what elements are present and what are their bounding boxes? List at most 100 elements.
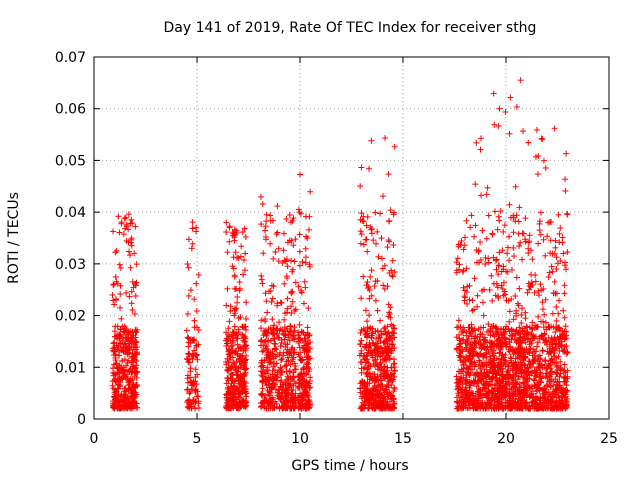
data-point xyxy=(116,382,123,389)
data-point xyxy=(515,230,522,237)
data-point xyxy=(131,364,138,371)
data-point xyxy=(536,227,543,234)
data-point xyxy=(223,391,230,398)
data-point xyxy=(562,176,569,183)
data-point xyxy=(231,323,238,330)
data-point xyxy=(195,327,202,334)
data-point xyxy=(258,392,265,399)
data-point xyxy=(488,272,495,279)
data-point xyxy=(237,362,244,369)
data-point xyxy=(110,281,117,288)
data-point xyxy=(124,334,131,341)
data-point xyxy=(184,404,191,411)
data-point xyxy=(556,297,563,304)
data-point xyxy=(479,227,486,234)
y-tick-labels: 0 0.01 0.02 0.03 0.04 0.05 0.06 0.07 xyxy=(55,50,86,428)
data-point xyxy=(130,383,137,390)
data-point xyxy=(357,240,364,247)
data-point xyxy=(228,400,235,407)
data-point xyxy=(189,219,196,226)
data-point xyxy=(563,150,570,157)
data-point xyxy=(510,244,517,251)
data-point xyxy=(553,304,560,311)
grid-lines xyxy=(94,57,609,419)
x-tick-label: 25 xyxy=(600,431,618,447)
data-point xyxy=(532,278,539,285)
data-point xyxy=(270,255,277,262)
data-point xyxy=(223,302,230,309)
data-point xyxy=(277,299,284,306)
data-point xyxy=(126,349,133,356)
data-point xyxy=(237,355,244,362)
data-point xyxy=(391,384,398,391)
data-point xyxy=(557,370,564,377)
data-point xyxy=(132,292,139,299)
data-point xyxy=(188,379,195,386)
data-point xyxy=(261,227,268,234)
data-point xyxy=(525,139,532,146)
data-point xyxy=(240,271,247,278)
data-point xyxy=(133,261,140,268)
data-point xyxy=(129,387,136,394)
data-point xyxy=(304,235,311,242)
data-point xyxy=(128,242,135,249)
data-point xyxy=(385,171,392,178)
data-point xyxy=(126,252,133,259)
data-point xyxy=(367,273,374,280)
data-point xyxy=(229,387,236,394)
data-point xyxy=(270,363,277,370)
data-point xyxy=(257,193,264,200)
data-point xyxy=(117,264,124,271)
data-point xyxy=(539,136,546,143)
data-point xyxy=(127,375,134,382)
x-tick-label: 5 xyxy=(193,431,202,447)
data-point xyxy=(226,353,233,360)
data-point xyxy=(259,385,266,392)
data-point xyxy=(502,108,509,115)
data-point xyxy=(126,344,133,351)
data-point xyxy=(184,310,191,317)
data-point xyxy=(225,348,232,355)
data-point xyxy=(551,125,558,132)
data-point xyxy=(120,344,127,351)
data-point xyxy=(127,264,134,271)
data-point xyxy=(190,399,197,406)
data-point xyxy=(191,347,198,354)
data-point xyxy=(184,372,191,379)
data-point xyxy=(520,230,527,237)
data-point xyxy=(296,248,303,255)
data-point xyxy=(190,396,197,403)
data-point xyxy=(232,400,239,407)
data-point xyxy=(358,337,365,344)
data-point xyxy=(384,244,391,251)
data-point xyxy=(229,342,236,349)
data-point xyxy=(223,219,230,226)
data-point xyxy=(513,274,520,281)
data-point xyxy=(187,378,194,385)
data-point xyxy=(127,328,134,335)
data-point xyxy=(305,226,312,233)
data-point xyxy=(454,255,461,262)
data-point xyxy=(188,386,195,393)
data-point xyxy=(243,352,250,359)
data-point xyxy=(229,371,236,378)
data-point xyxy=(557,225,564,232)
data-point xyxy=(485,259,492,266)
data-point xyxy=(191,381,198,388)
data-point xyxy=(272,248,279,255)
data-point xyxy=(128,288,135,295)
data-point xyxy=(195,341,202,348)
data-point xyxy=(113,247,120,254)
data-point xyxy=(368,267,375,274)
data-point xyxy=(373,240,380,247)
data-point xyxy=(229,391,236,398)
data-point xyxy=(185,397,192,404)
data-point xyxy=(495,213,502,220)
data-point xyxy=(286,211,293,218)
data-point xyxy=(121,372,128,379)
data-point xyxy=(128,403,135,410)
data-point xyxy=(227,303,234,310)
data-point xyxy=(234,388,241,395)
data-point xyxy=(506,308,513,315)
